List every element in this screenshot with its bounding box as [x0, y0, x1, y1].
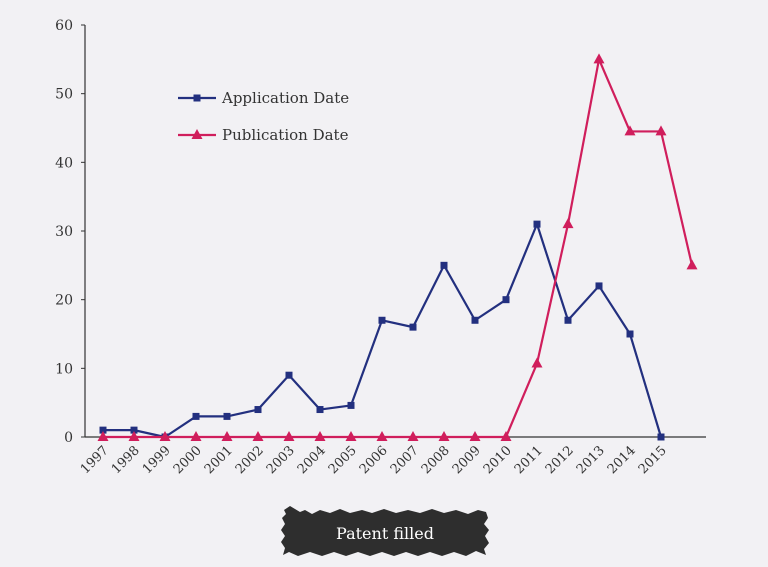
x-tick-labels: 1997199819992000200120022003200420052006… [78, 443, 670, 477]
x-axis-label-badge: Patent filled [281, 506, 489, 556]
data-point-publication-date [97, 431, 109, 441]
data-point-publication-date [314, 431, 326, 441]
data-point-publication-date [624, 125, 636, 136]
legend-item-application-date: Application Date [178, 89, 349, 107]
data-point-publication-date [221, 431, 233, 441]
brush-stroke-background [281, 506, 489, 556]
data-point-application-date [130, 426, 138, 434]
legend-marker [193, 94, 201, 102]
data-point-publication-date [531, 357, 543, 368]
data-point-application-date [285, 371, 293, 379]
x-tick-label: 1999 [140, 443, 174, 477]
data-point-publication-date [593, 53, 605, 64]
data-point-application-date [564, 316, 572, 324]
data-point-application-date [502, 296, 510, 304]
legend-label: Application Date [221, 89, 349, 107]
data-point-publication-date [655, 125, 667, 136]
data-point-publication-date [159, 431, 171, 441]
data-point-application-date [626, 330, 634, 338]
x-tick-label: 2013 [574, 443, 608, 477]
x-tick-label: 2006 [357, 443, 391, 477]
data-point-application-date [316, 406, 324, 414]
data-point-publication-date [562, 218, 574, 229]
y-tick-label: 30 [55, 224, 73, 240]
data-point-application-date [192, 412, 200, 420]
chart-series [97, 53, 698, 441]
series-line-application-date [103, 223, 663, 439]
x-tick-label: 2004 [295, 443, 329, 477]
y-tick-labels: 0 10 20 30 40 50 60 [55, 18, 85, 446]
data-point-application-date [223, 412, 231, 420]
y-tick-label: 60 [55, 18, 73, 34]
x-tick-label: 1998 [109, 443, 143, 477]
data-point-application-date [471, 316, 479, 324]
data-point-publication-date [345, 431, 357, 441]
legend-marker [191, 129, 203, 139]
data-point-publication-date [469, 431, 481, 441]
data-point-application-date [409, 323, 417, 331]
data-point-application-date [99, 426, 107, 434]
data-point-publication-date [376, 431, 388, 441]
y-tick-label: 10 [55, 361, 73, 377]
legend-label: Publication Date [222, 126, 349, 144]
data-point-publication-date [190, 431, 202, 441]
data-point-application-date [533, 220, 541, 228]
data-point-application-date [595, 282, 603, 290]
data-point-publication-date [438, 431, 450, 441]
data-point-application-date [378, 316, 386, 324]
x-tick-label: 2012 [543, 443, 577, 477]
data-point-application-date [657, 433, 665, 441]
series-publication-date [97, 53, 698, 441]
x-tick-label: 2007 [388, 443, 422, 477]
data-point-publication-date [252, 431, 264, 441]
x-tick-label: 2000 [171, 443, 205, 477]
data-point-publication-date [128, 431, 140, 441]
x-tick-label: 2014 [605, 443, 639, 477]
x-tick-label: 2010 [481, 443, 515, 477]
data-point-publication-date [686, 259, 698, 270]
x-tick-label: 1997 [78, 443, 112, 477]
y-tick-label: 20 [55, 293, 73, 309]
x-tick-label: 2008 [419, 443, 453, 477]
legend-item-publication-date: Publication Date [178, 126, 349, 144]
x-tick-label: 2015 [636, 443, 670, 477]
x-tick-label: 2002 [233, 443, 267, 477]
data-point-application-date [440, 261, 448, 269]
chart-axes [84, 25, 706, 438]
chart-legend: Application Date Publication Date [178, 89, 349, 144]
x-tick-label: 2011 [512, 443, 546, 477]
y-tick-label: 40 [55, 155, 73, 171]
y-tick-label: 0 [64, 430, 73, 446]
data-point-publication-date [500, 431, 512, 441]
y-tick-label: 50 [55, 87, 73, 103]
x-tick-label: 2001 [202, 443, 236, 477]
x-tick-label: 2009 [450, 443, 484, 477]
series-application-date [99, 220, 665, 441]
x-tick-label: 2005 [326, 443, 360, 477]
x-tick-label: 2003 [264, 443, 298, 477]
data-point-publication-date [283, 431, 295, 441]
data-point-publication-date [407, 431, 419, 441]
data-point-application-date [347, 401, 355, 409]
series-line-publication-date [103, 58, 694, 439]
x-axis-label: Patent filled [336, 524, 434, 543]
data-point-application-date [254, 406, 262, 414]
